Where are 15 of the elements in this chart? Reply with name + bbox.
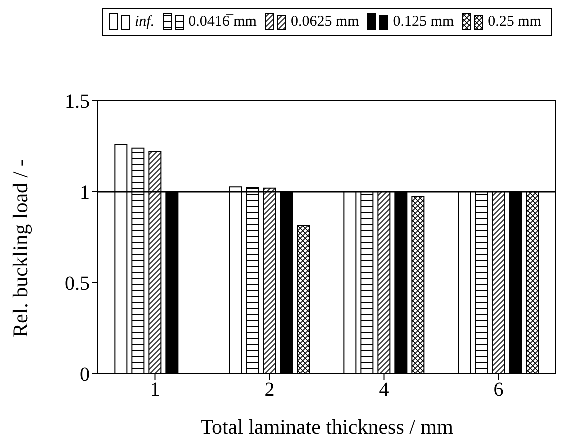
legend-label: inf.	[135, 14, 155, 30]
y-axis-title: Rel. buckling load / -	[8, 160, 32, 338]
y-tick-label: 1	[80, 182, 90, 204]
legend-label: 0.125 mm	[393, 14, 454, 30]
x-tick-label: 2	[264, 379, 275, 402]
legend-label: 0.0416̅ mm	[188, 14, 257, 30]
x-axis-title: Total laminate thickness / mm	[200, 415, 454, 439]
y-tick-label: 0	[80, 364, 90, 386]
legend-label: 0.25 mm	[488, 14, 542, 30]
y-tick-label: 0.5	[65, 273, 90, 296]
y-tick-label: 1.5	[65, 91, 90, 114]
x-tick-label: 4	[379, 379, 390, 402]
x-tick-label: 1	[150, 379, 160, 402]
legend-label: 0.0625 mm	[290, 14, 360, 30]
x-tick-label: 6	[494, 379, 504, 402]
